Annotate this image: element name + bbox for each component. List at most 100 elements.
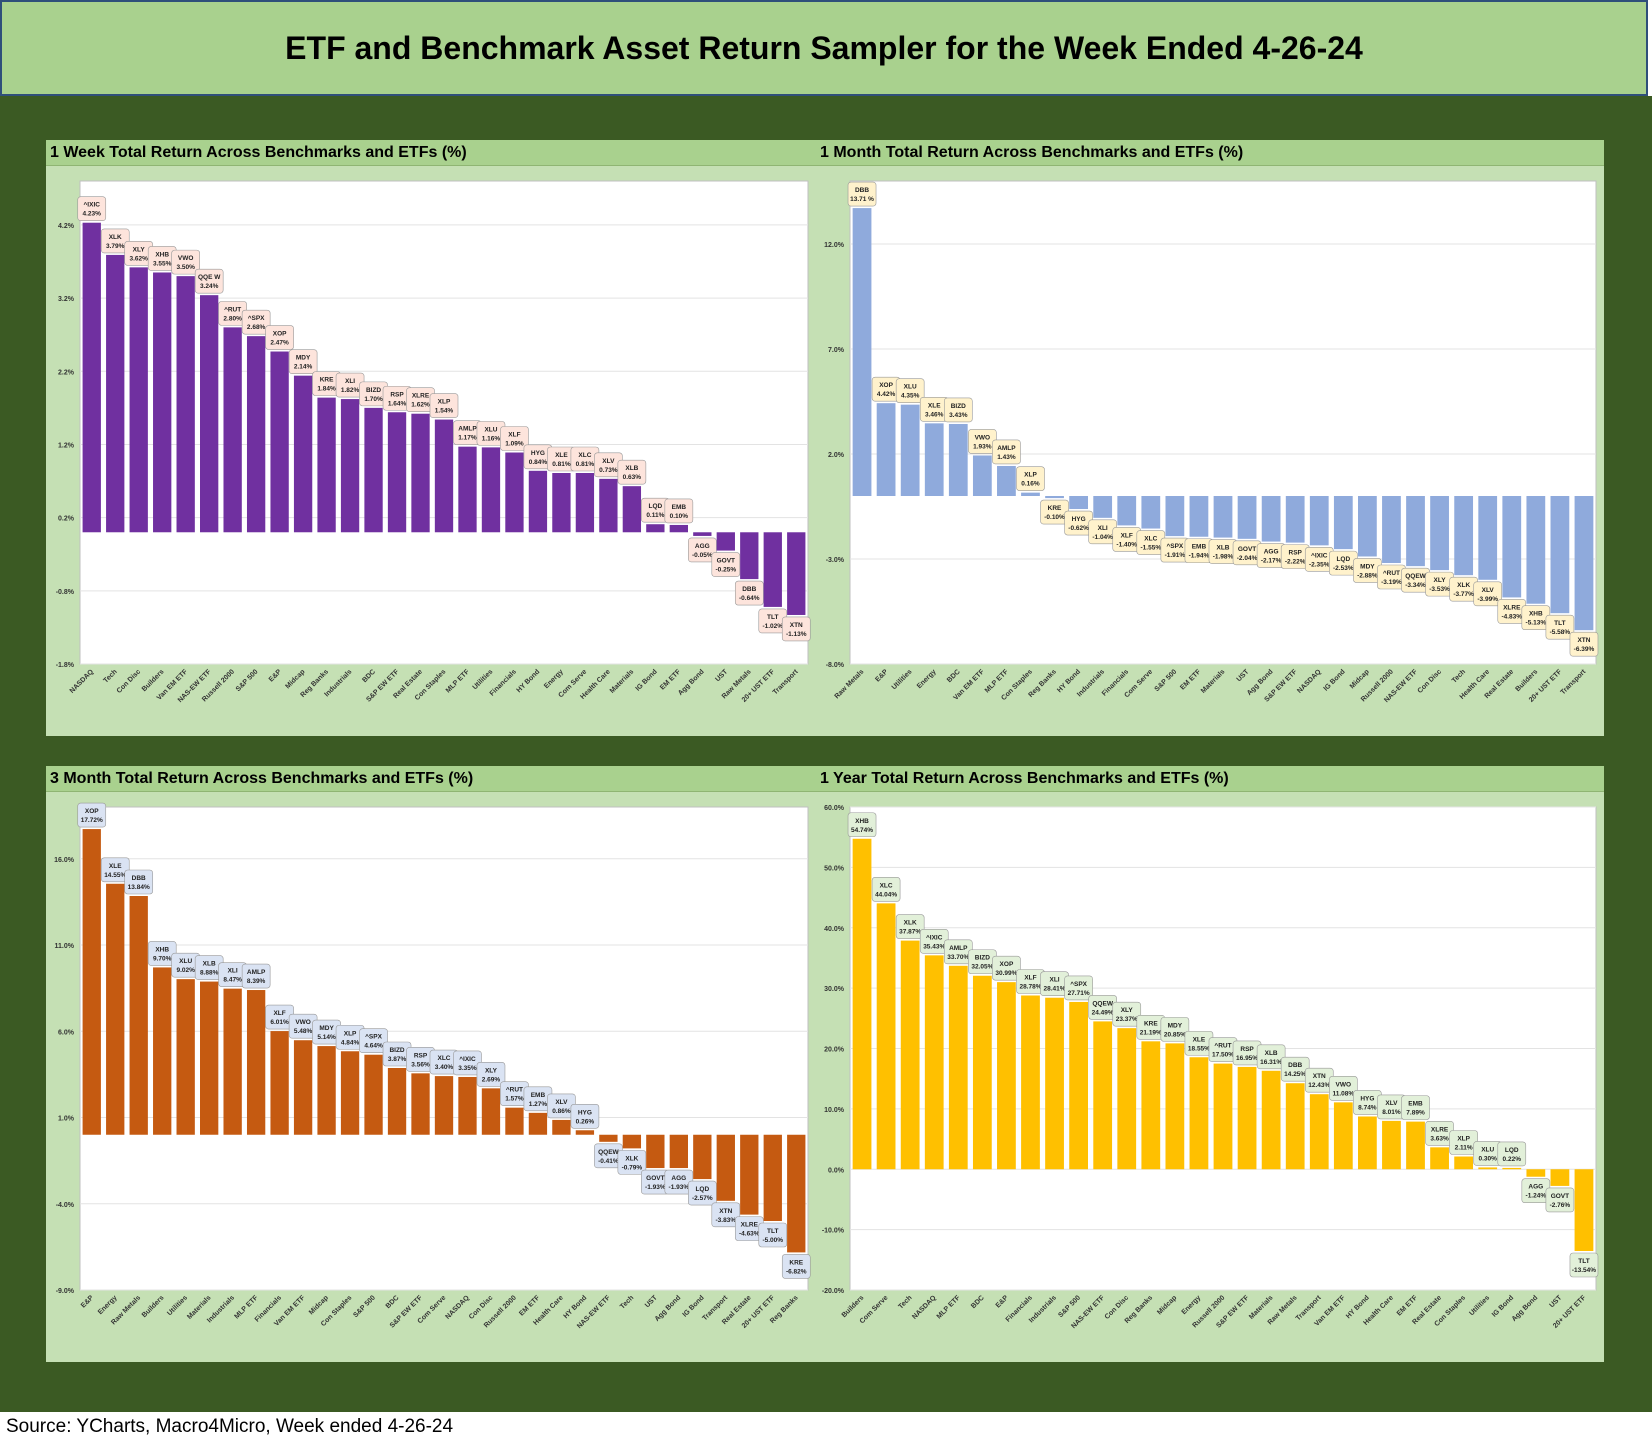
x-tick-label: Tech: [102, 668, 118, 684]
data-label-value: -1.24%: [1526, 1193, 1547, 1200]
data-label: XLF 28.78%: [1016, 969, 1045, 994]
data-label-ticker: VWO: [178, 255, 194, 262]
data-label: QQEW -3.34%: [1401, 567, 1430, 593]
data-label: XTN -6.39%: [1569, 631, 1599, 657]
data-label-value: -3.34%: [1405, 582, 1426, 589]
data-label: XTN -1.13%: [781, 616, 811, 642]
data-label-ticker: GOVT: [717, 558, 735, 565]
data-label: XLC -1.55%: [1136, 530, 1166, 555]
bar: [693, 532, 712, 536]
bar: [1309, 496, 1329, 546]
data-label-ticker: BIZD: [975, 955, 990, 962]
data-label-value: 1.64%: [388, 400, 407, 407]
data-label-ticker: QQEW: [598, 1149, 619, 1156]
data-label-box: [992, 955, 1021, 981]
x-tick-label: S&P 500: [1057, 1294, 1082, 1319]
data-label-ticker: XLU: [179, 958, 192, 965]
data-label-value: 1.43%: [997, 454, 1016, 461]
x-tick-label: Builders: [841, 1294, 866, 1319]
data-label: XLRE -4.63%: [734, 1216, 764, 1241]
data-label-value: 8.74%: [1358, 1104, 1377, 1111]
data-label-value: 0.10%: [670, 513, 689, 520]
x-tick-label: UST: [1548, 1294, 1563, 1309]
bar: [1141, 1041, 1161, 1170]
data-label-ticker: XLC: [578, 452, 591, 459]
bar: [1502, 1167, 1522, 1170]
data-label-ticker: XLB: [1265, 1050, 1278, 1057]
data-label-box: [1256, 1044, 1286, 1070]
data-label-value: 0.11%: [646, 512, 664, 519]
bar: [293, 1040, 313, 1135]
data-label-box: [265, 325, 294, 350]
data-label-ticker: RSP: [1289, 550, 1303, 557]
data-label-value: 33.70%: [947, 954, 969, 961]
data-label-value: -2.35%: [1309, 561, 1330, 568]
data-label: XLRE -4.83%: [1497, 599, 1527, 624]
data-label-value: 1.27%: [529, 1101, 548, 1108]
data-label-value: 0.86%: [552, 1108, 571, 1115]
data-label-ticker: AMLP: [458, 426, 477, 433]
data-label-ticker: XLY: [1434, 577, 1447, 584]
data-label-ticker: ^SPX: [248, 314, 265, 322]
data-label-box: [1160, 1017, 1190, 1042]
data-label: HYG 0.26%: [570, 1103, 600, 1129]
bar: [997, 982, 1016, 1170]
data-label-box: [895, 914, 925, 939]
data-label-value: 3.62%: [129, 255, 148, 262]
bar: [552, 472, 571, 533]
bar: [1454, 496, 1474, 576]
x-tick-label: NASDAQ: [69, 668, 96, 695]
data-label: RSP -2.22%: [1280, 544, 1310, 569]
y-tick-label: 16.0%: [54, 857, 75, 864]
data-label-box: [664, 498, 694, 524]
bar: [1045, 496, 1064, 499]
data-label: VWO 3.50%: [171, 249, 200, 275]
data-label-ticker: XOP: [85, 808, 99, 815]
data-label: HYG 0.84%: [523, 444, 553, 470]
data-label-value: -1.94%: [1189, 553, 1210, 560]
data-label-ticker: XLV: [602, 458, 615, 465]
data-label-ticker: XLK: [904, 920, 917, 927]
bar: [270, 1031, 289, 1135]
bar: [1550, 1169, 1570, 1186]
bar: [458, 1076, 477, 1135]
data-label-value: -4.83%: [1501, 613, 1522, 620]
data-label-value: 2.80%: [223, 315, 242, 322]
bar: [1213, 1063, 1233, 1170]
data-label-ticker: XLF: [1024, 974, 1036, 981]
y-tick-label: -3.0%: [826, 557, 845, 564]
bar: [948, 423, 968, 496]
data-label-ticker: LQD: [1505, 1147, 1519, 1154]
bar: [317, 1046, 336, 1135]
x-tick-label: E&P: [874, 668, 889, 683]
data-label-ticker: MDY: [1360, 563, 1375, 570]
bar: [622, 1134, 642, 1149]
x-tick-label: UST: [644, 1294, 659, 1309]
data-label-ticker: XLC: [880, 882, 893, 889]
y-tick-label: -20.0%: [822, 1288, 845, 1295]
data-label: QQEW 24.49%: [1088, 995, 1117, 1020]
data-label-ticker: XLE: [928, 402, 941, 409]
data-label-ticker: AGG: [1264, 549, 1279, 556]
x-tick-label: Energy: [916, 668, 938, 690]
data-label-ticker: MDY: [1168, 1022, 1183, 1029]
y-tick-label: 7.0%: [828, 347, 845, 354]
x-tick-label: Materials: [609, 668, 635, 694]
x-tick-label: Transport: [772, 668, 800, 696]
panel-1-year-title: 1 Year Total Return Across Benchmarks an…: [816, 766, 1604, 792]
data-label-box: [429, 393, 459, 418]
data-label-ticker: XLK: [625, 1155, 638, 1162]
data-label-ticker: XLB: [625, 465, 638, 472]
chart-1-year: 60.0% 50.0% 40.0% 30.0% 20.0% 10.0% 0.0% -10.0%…: [822, 805, 1599, 1330]
data-label-ticker: ^IXIC: [1311, 551, 1328, 559]
data-label-value: -1.55%: [1141, 545, 1162, 552]
data-label-value: 8.39%: [247, 978, 266, 985]
x-tick-label: Energy: [97, 1294, 119, 1316]
data-label-box: [1112, 1001, 1142, 1027]
data-label-box: [711, 552, 741, 577]
data-label-ticker: XOP: [879, 382, 893, 389]
data-label-value: 3.50%: [176, 264, 195, 271]
x-tick-label: Con Disc: [116, 668, 142, 694]
bar: [481, 1088, 501, 1135]
panel-3-month-title: 3 Month Total Return Across Benchmarks a…: [46, 766, 816, 792]
